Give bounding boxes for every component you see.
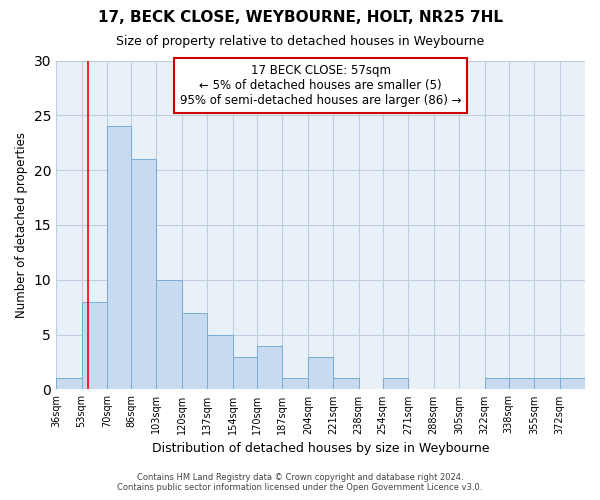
Bar (56, 378, 82, 390)
Bar (131, 159, 157, 390)
Bar (560, 378, 585, 390)
Text: Size of property relative to detached houses in Weybourne: Size of property relative to detached ho… (116, 35, 484, 48)
Bar (233, 356, 257, 390)
X-axis label: Distribution of detached houses by size in Weybourne: Distribution of detached houses by size … (152, 442, 489, 455)
Bar (182, 312, 208, 390)
Bar (208, 334, 233, 390)
Bar (157, 280, 182, 390)
Bar (257, 346, 283, 390)
Text: 17, BECK CLOSE, WEYBOURNE, HOLT, NR25 7HL: 17, BECK CLOSE, WEYBOURNE, HOLT, NR25 7H… (97, 10, 503, 25)
Bar (308, 356, 333, 390)
Bar (107, 126, 131, 390)
Bar (283, 378, 308, 390)
Bar (333, 378, 359, 390)
Bar (509, 378, 534, 390)
Text: 17 BECK CLOSE: 57sqm
← 5% of detached houses are smaller (5)
95% of semi-detache: 17 BECK CLOSE: 57sqm ← 5% of detached ho… (180, 64, 461, 107)
Bar (534, 378, 560, 390)
Bar (485, 378, 509, 390)
Y-axis label: Number of detached properties: Number of detached properties (15, 132, 28, 318)
Bar (82, 302, 107, 390)
Text: Contains HM Land Registry data © Crown copyright and database right 2024.
Contai: Contains HM Land Registry data © Crown c… (118, 473, 482, 492)
Bar (383, 378, 408, 390)
